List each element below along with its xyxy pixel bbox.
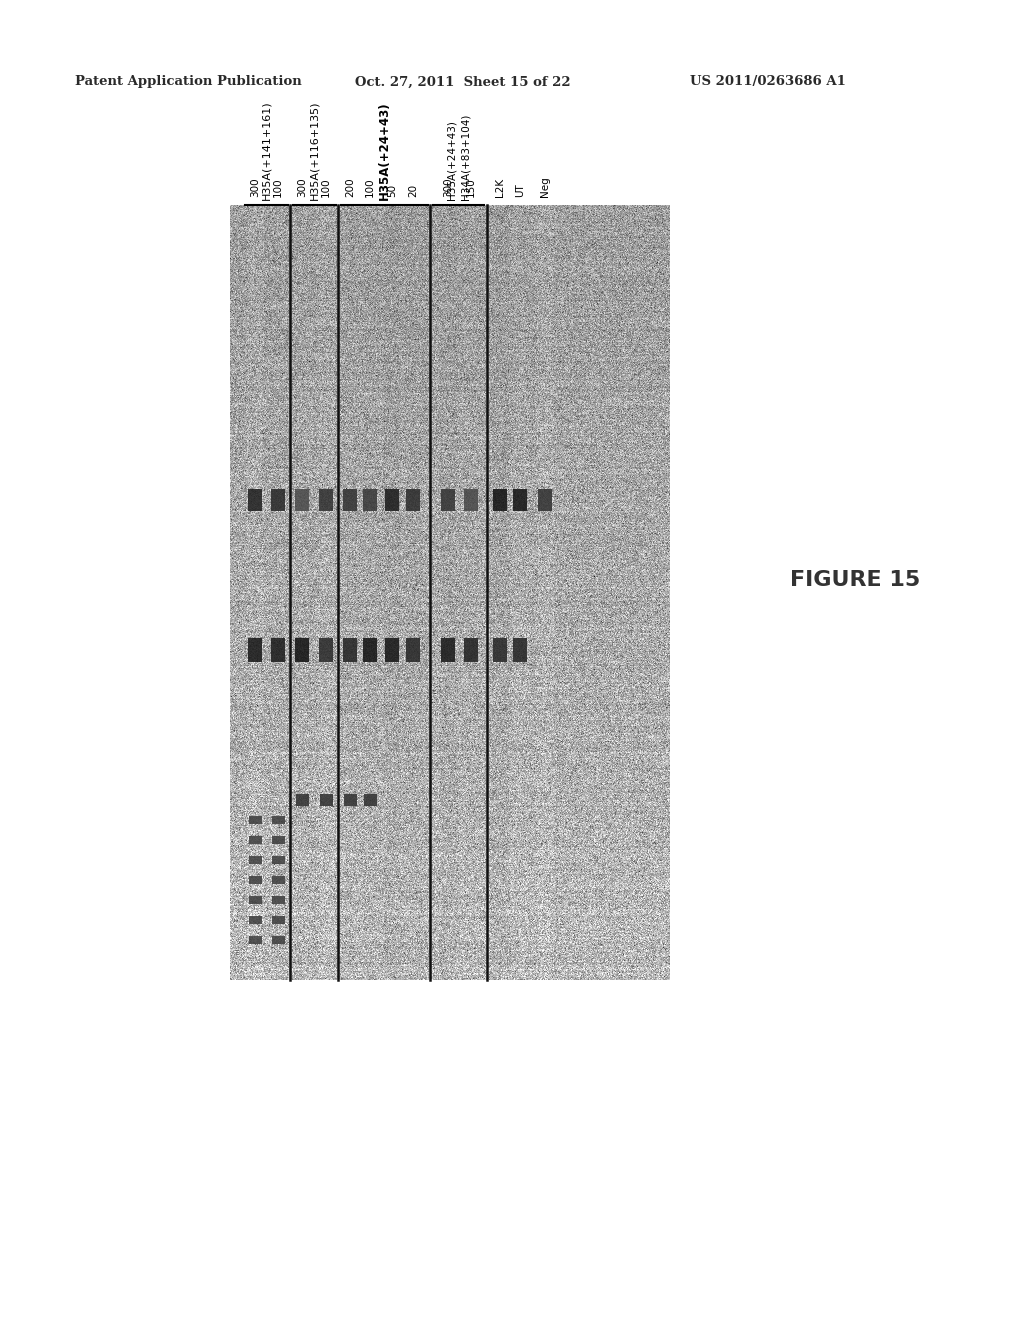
Bar	[362, 638, 377, 663]
Text: US 2011/0263686 A1: US 2011/0263686 A1	[690, 75, 846, 88]
Text: 100: 100	[321, 177, 331, 197]
Text: 50: 50	[387, 183, 397, 197]
Bar	[441, 638, 455, 663]
Bar	[464, 638, 478, 663]
Bar	[513, 638, 527, 663]
Bar	[343, 638, 357, 663]
Text: Patent Application Publication: Patent Application Publication	[75, 75, 302, 88]
Bar	[319, 488, 333, 511]
Bar	[271, 855, 285, 865]
Text: L2K: L2K	[495, 178, 505, 197]
Text: H34A(+83+104): H34A(+83+104)	[461, 114, 470, 201]
Bar	[249, 936, 261, 944]
Bar	[385, 488, 399, 511]
Bar	[249, 916, 261, 924]
Bar	[319, 795, 333, 807]
Bar	[249, 876, 261, 884]
Bar	[364, 795, 377, 807]
Text: 100: 100	[273, 177, 283, 197]
Bar	[296, 795, 308, 807]
Text: UT: UT	[515, 183, 525, 197]
Text: 300: 300	[250, 177, 260, 197]
Bar	[406, 488, 420, 511]
Bar	[295, 488, 309, 511]
Bar	[271, 876, 285, 884]
Bar	[249, 836, 261, 843]
Text: 150: 150	[466, 177, 476, 197]
Text: 200: 200	[345, 177, 355, 197]
Text: H35A(+24+43): H35A(+24+43)	[378, 102, 391, 201]
Text: 300: 300	[297, 177, 307, 197]
Text: H35A(+116+135): H35A(+116+135)	[309, 100, 319, 201]
Text: Neg: Neg	[540, 177, 550, 197]
Text: Oct. 27, 2011  Sheet 15 of 22: Oct. 27, 2011 Sheet 15 of 22	[355, 75, 570, 88]
Text: 100: 100	[365, 177, 375, 197]
Bar	[464, 488, 478, 511]
Bar	[406, 638, 420, 663]
Bar	[271, 936, 285, 944]
Bar	[271, 896, 285, 904]
Bar	[513, 488, 527, 511]
Bar	[271, 836, 285, 843]
Bar	[343, 488, 357, 511]
Text: FIGURE 15: FIGURE 15	[790, 570, 921, 590]
Bar	[362, 488, 377, 511]
Bar	[538, 488, 552, 511]
Bar	[271, 916, 285, 924]
Bar	[271, 638, 285, 663]
Bar	[249, 855, 261, 865]
Bar	[385, 638, 399, 663]
Text: 300: 300	[443, 177, 453, 197]
Text: H35A(+141+161): H35A(+141+161)	[261, 100, 271, 201]
Bar	[248, 488, 262, 511]
Bar	[249, 816, 261, 824]
Text: H35A(+24+43): H35A(+24+43)	[446, 120, 457, 201]
Bar	[441, 488, 455, 511]
Bar	[248, 638, 262, 663]
Bar	[271, 488, 285, 511]
Bar	[271, 816, 285, 824]
Bar	[493, 638, 507, 663]
Bar	[319, 638, 333, 663]
Bar	[493, 488, 507, 511]
Bar	[343, 795, 356, 807]
Text: 20: 20	[408, 183, 418, 197]
Bar	[295, 638, 309, 663]
Bar	[249, 896, 261, 904]
